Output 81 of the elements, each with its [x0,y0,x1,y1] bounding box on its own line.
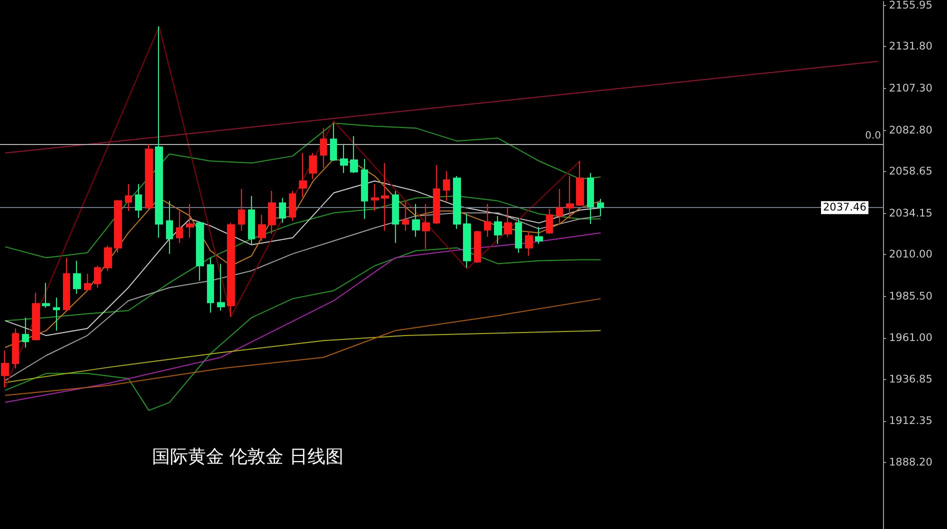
line-series [4,330,602,383]
candlestick [320,128,327,168]
candlestick [207,257,214,314]
y-tick-label: 2131.80 [889,40,932,53]
candlestick [525,231,533,256]
line-series [4,195,602,322]
candlestick [587,172,594,224]
y-tick-label: 1985.50 [889,290,932,302]
candlestick [73,260,81,294]
y-tick-label: 2082.80 [889,124,932,136]
candlestick [53,297,60,332]
candlestick [1,350,9,388]
candlestick [104,245,112,272]
line-series [4,212,602,381]
candlestick [125,184,132,212]
candlestick [186,204,194,238]
candlestick [12,328,19,369]
candlestick [576,160,584,207]
candlestick [176,210,183,244]
candlestick [258,214,266,242]
candlestick [22,317,29,348]
candlestick [32,292,40,342]
candlestick [546,208,553,234]
y-tick-label: 2107.30 [889,82,932,94]
y-tick-label: 1912.35 [889,415,932,428]
candlestick [135,184,142,218]
candlestick [392,190,399,244]
candlestick [309,152,317,180]
candlestick [248,195,255,246]
candlestick [484,204,491,238]
candlestick [42,282,50,308]
y-tick-label: 2034.15 [889,207,932,220]
candlestick [463,213,471,268]
candlestick [114,199,122,254]
candlestick [268,190,276,234]
candlestick [279,198,286,224]
candlestick [422,204,430,250]
candlestick [94,265,101,288]
candlestick [402,200,409,232]
candlestick [412,204,420,238]
candlestick [227,222,235,318]
candlestick [474,230,481,264]
candlestick [535,226,543,244]
candlestick [371,184,379,212]
line-series [4,180,602,336]
candlestick [196,221,204,282]
annotation: 国际黄金 伦敦金 日线图 [152,446,344,468]
line-series [4,122,602,258]
candlestick [350,136,358,174]
candlestick [381,162,389,232]
candlestick [340,144,348,174]
y-tick-label: 1888.20 [889,456,932,468]
candlestick [330,122,337,162]
line-series [4,26,581,388]
candlestick [145,144,153,210]
candlestick [289,190,296,222]
candlestick [63,257,70,312]
candlestick [566,176,574,220]
candlestick [443,170,450,202]
candlestick [504,207,512,238]
candlestick [217,263,225,312]
ref-line-label: 2037.46 [823,202,867,214]
candlestick [299,152,307,198]
candlestick [238,188,245,232]
annotation: 0.0 [865,130,882,142]
line-series [4,298,602,396]
candlestick [166,200,173,254]
candlestick [84,273,91,292]
candlestick [433,164,440,224]
candlestick [494,215,502,244]
y-tick-label: 2058.65 [889,166,932,178]
candlestick [556,188,563,224]
y-tick-label: 1936.85 [889,373,932,386]
candlestick [597,198,604,216]
candlestick [515,218,522,254]
y-tick-label: 1961.00 [889,332,932,344]
candlestick [453,176,461,230]
y-tick-label: 2155.95 [889,0,932,12]
candlestick [361,158,368,220]
candlestick [155,26,163,238]
y-tick-label: 2010.00 [889,248,932,260]
